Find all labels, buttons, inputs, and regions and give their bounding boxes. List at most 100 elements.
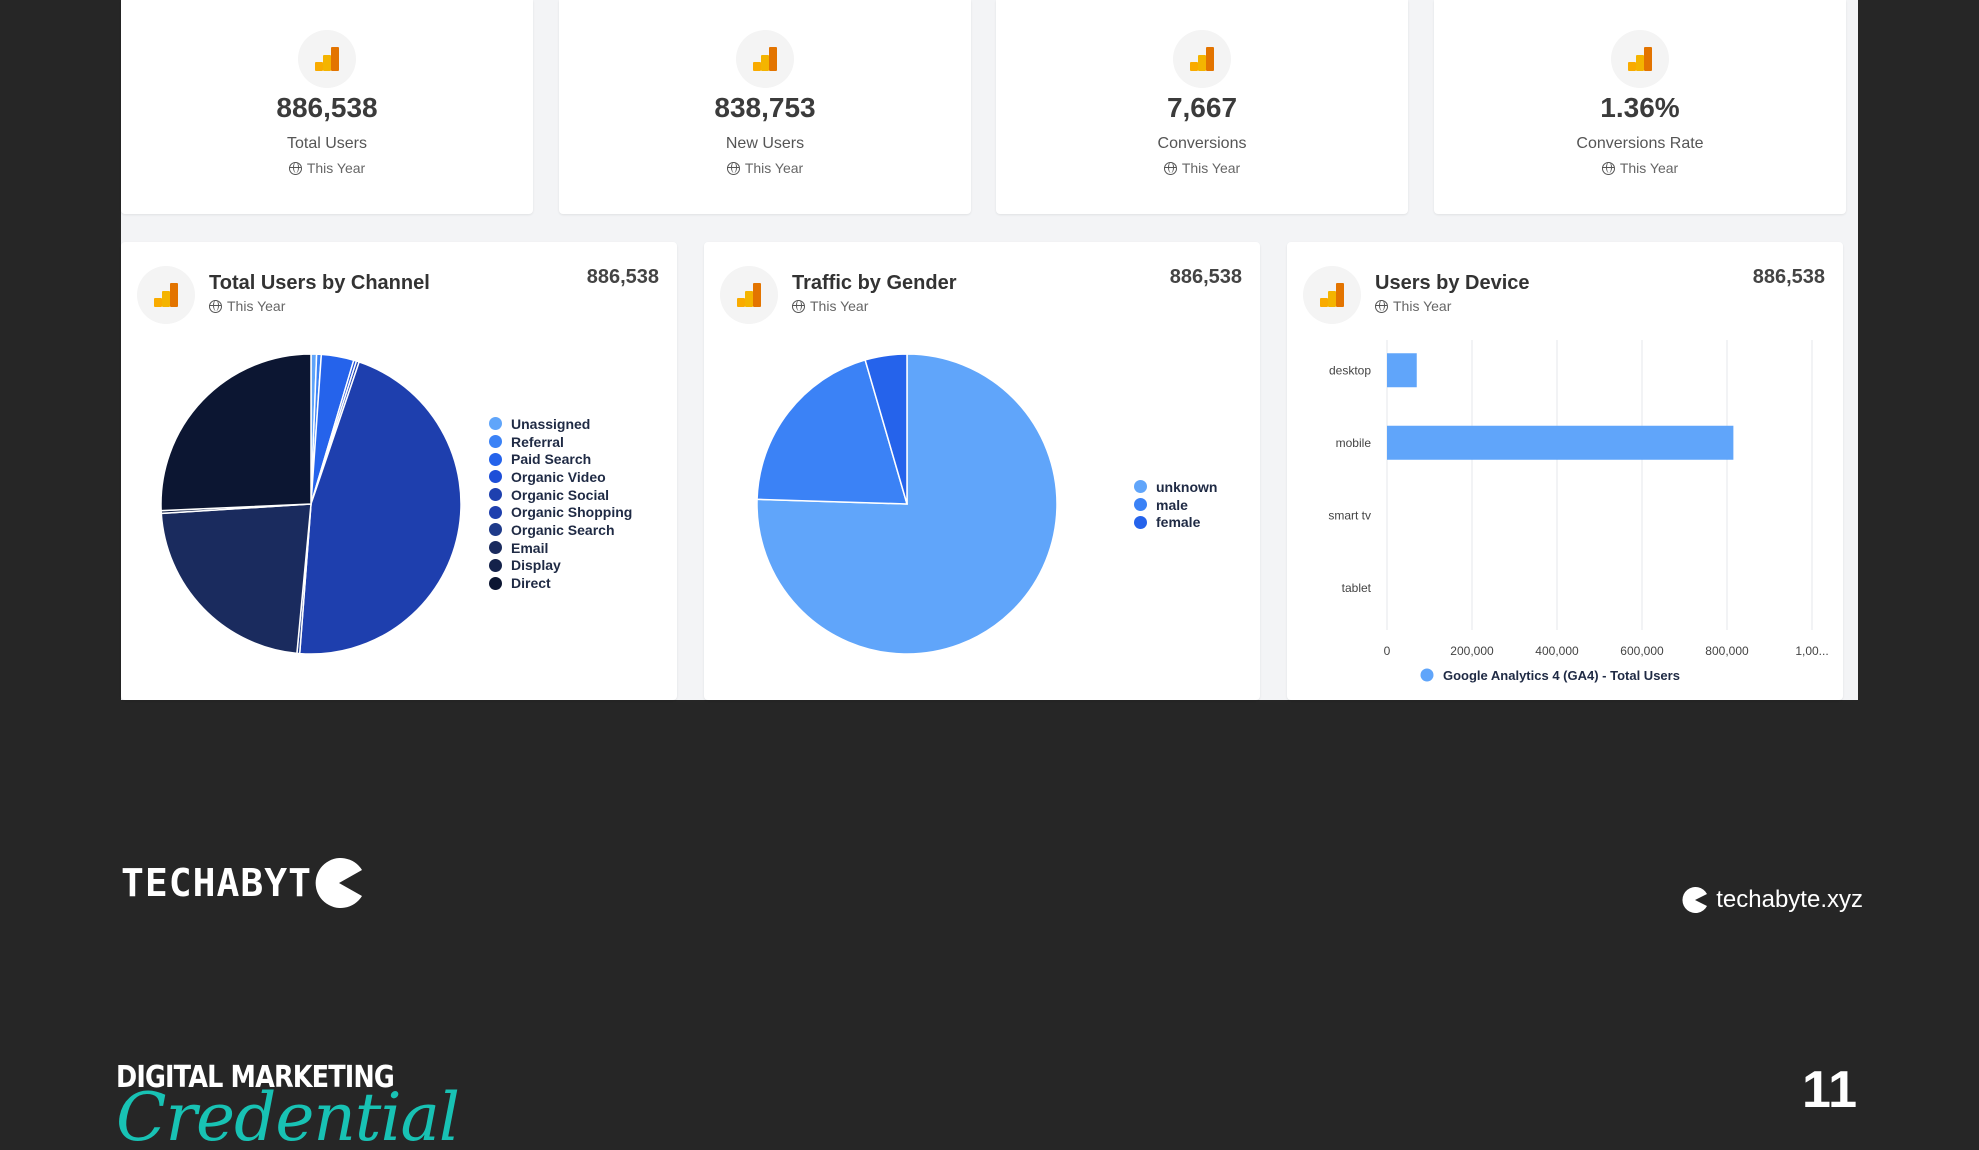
legend-swatch	[1134, 480, 1147, 494]
panel-total: 886,538	[586, 266, 659, 288]
panel-period: This Year	[792, 298, 868, 314]
legend-swatch	[1134, 515, 1147, 529]
stat-value: 7,667	[1166, 92, 1238, 123]
panel-period-text: This Year	[227, 298, 286, 314]
stat-period: This Year	[1434, 160, 1846, 176]
legend-swatch	[1134, 498, 1147, 512]
stat-label: Conversions Rate	[1576, 135, 1704, 152]
legend-label: Organic Search	[511, 521, 615, 538]
legend-item[interactable]: Email	[489, 539, 632, 557]
legend-swatch	[489, 488, 502, 502]
legend-label: Organic Video	[511, 468, 606, 485]
legend-swatch	[489, 523, 502, 537]
panel-period: This Year	[209, 298, 285, 314]
legend-item[interactable]: Direct	[489, 574, 632, 592]
x-tick-label: 600,000	[1620, 644, 1664, 658]
credential-line1: DIGITAL MARKETING	[116, 1060, 395, 1095]
globe-icon	[1375, 299, 1388, 313]
globe-icon	[792, 299, 805, 313]
legend-item[interactable]: male	[1134, 496, 1217, 514]
legend-label: Direct	[511, 575, 551, 592]
google-analytics-icon	[1173, 30, 1231, 88]
stat-value: 886,538	[276, 92, 378, 123]
stat-card-conversions: 7,667 Conversions This Year	[996, 0, 1408, 214]
site-url: techabyte.xyz	[1716, 886, 1863, 913]
bar-desktop[interactable]	[1387, 353, 1417, 388]
legend-label: male	[1156, 496, 1188, 513]
legend-label: Organic Shopping	[511, 504, 633, 521]
legend-item[interactable]: Organic Search	[489, 521, 632, 539]
globe-icon	[1601, 161, 1615, 175]
legend-label: Display	[511, 557, 561, 574]
legend-item[interactable]: Display	[489, 557, 632, 575]
page-number: 11	[1802, 1061, 1857, 1119]
google-analytics-icon	[137, 266, 195, 324]
legend-item[interactable]: Organic Video	[489, 468, 632, 486]
legend-item[interactable]: Organic Social	[489, 486, 632, 504]
gender-legend: unknown male female	[1134, 478, 1217, 531]
stat-period: This Year	[996, 160, 1408, 176]
stat-card-conversion-rate: 1.36% Conversions Rate This Year	[1434, 0, 1846, 214]
panel-period-text: This Year	[1393, 298, 1452, 314]
panel-users-by-channel: Total Users by Channel This Year 886,538…	[121, 242, 677, 700]
globe-icon	[288, 161, 302, 175]
legend-item[interactable]: female	[1134, 513, 1217, 531]
legend-label: Email	[511, 539, 549, 556]
stat-card-total-users: 886,538 Total Users This Year	[121, 0, 533, 214]
x-tick-label: 800,000	[1705, 644, 1749, 658]
panel-period-text: This Year	[810, 298, 869, 314]
legend-label: unknown	[1156, 478, 1218, 495]
legend-label: female	[1156, 514, 1201, 531]
legend-item[interactable]: Paid Search	[489, 450, 632, 468]
y-category-label: desktop	[1329, 363, 1371, 377]
site-link[interactable]: techabyte.xyz	[1682, 886, 1863, 914]
google-analytics-icon	[736, 30, 794, 88]
legend-swatch	[489, 417, 502, 431]
digital-marketing-credential-logo: DIGITAL MARKETING Credential	[116, 1060, 460, 1150]
panel-traffic-by-gender: Traffic by Gender This Year 886,538 unkn…	[704, 242, 1260, 700]
channel-pie-chart	[160, 353, 462, 655]
stat-period-text: This Year	[306, 160, 366, 176]
legend-swatch	[489, 435, 502, 449]
techabyte-logo: TECHABYT	[121, 858, 364, 908]
pie-slice-direct[interactable]	[160, 353, 312, 512]
channel-legend: Unassigned Referral Paid Search Organic Vid…	[489, 415, 632, 592]
legend-item[interactable]: Referral	[489, 433, 632, 451]
legend-item[interactable]: unknown	[1134, 478, 1217, 496]
device-bar-chart: 0 200,000 400,000 600,000 800,000 1,00... desk…	[1328, 340, 1829, 683]
stat-period: This Year	[559, 160, 971, 176]
legend-item[interactable]: Unassigned	[489, 415, 632, 433]
panel-total: 886,538	[1169, 266, 1242, 288]
x-tick-label: 1,00...	[1795, 644, 1828, 658]
gender-pie-chart	[756, 353, 1058, 655]
pie-slice-email[interactable]	[160, 503, 312, 655]
stat-period: This Year	[121, 160, 533, 176]
legend-item[interactable]: Organic Shopping	[489, 503, 632, 521]
brand-name: TECHABYT	[121, 861, 313, 905]
legend-swatch	[489, 541, 502, 555]
panel-users-by-device: Users by Device This Year 886,538 0 200,0…	[1287, 242, 1843, 700]
pie-slice-female[interactable]	[864, 353, 908, 505]
legend-swatch	[489, 452, 502, 466]
pie-slice-male[interactable]	[756, 359, 909, 505]
analytics-dashboard: 886,538 Total Users This Year 838,753 Ne…	[121, 0, 1858, 700]
x-tick-label: 400,000	[1535, 644, 1579, 658]
stat-label: Conversions	[1157, 135, 1247, 152]
panel-title: Users by Device	[1375, 272, 1530, 294]
legend-swatch	[489, 558, 502, 572]
x-tick-label: 0	[1384, 644, 1391, 658]
stat-card-new-users: 838,753 New Users This Year	[559, 0, 971, 214]
globe-icon	[726, 161, 740, 175]
pie-slice-organic-shopping[interactable]	[298, 360, 462, 655]
stat-period-text: This Year	[1619, 160, 1679, 176]
legend-label: Referral	[511, 433, 564, 450]
pacman-logo-icon	[1682, 887, 1708, 913]
legend-swatch	[489, 576, 502, 590]
panel-title: Traffic by Gender	[792, 272, 957, 294]
bar-mobile[interactable]	[1387, 425, 1734, 460]
credential-line2: Credential	[116, 1079, 460, 1150]
google-analytics-icon	[1303, 266, 1361, 324]
legend-swatch	[489, 470, 502, 484]
pacman-logo-icon	[315, 858, 363, 908]
legend-swatch	[489, 505, 502, 519]
